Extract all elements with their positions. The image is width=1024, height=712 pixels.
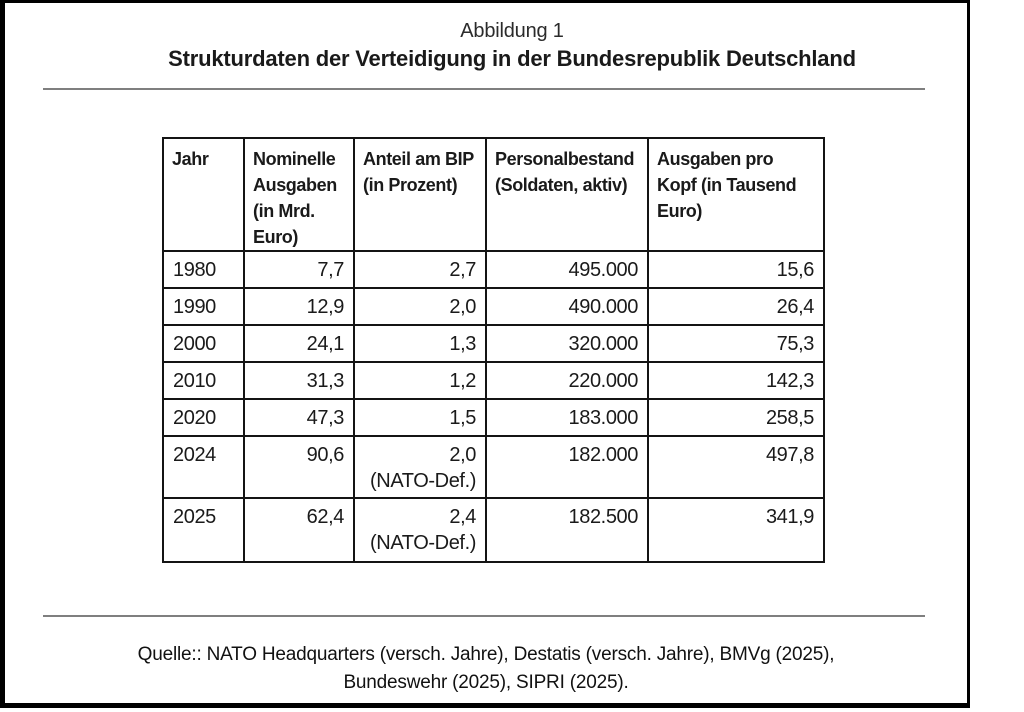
cell-ausgaben: 12,9 — [243, 287, 355, 326]
cell-bip: 2,4 (NATO-Def.) — [353, 497, 487, 563]
cell-bip: 2,7 — [353, 250, 487, 289]
table-row-2024: 2024 90,6 2,0 (NATO-Def.) 182.000 497,8 — [162, 435, 825, 499]
cell-pro-kopf: 341,9 — [647, 497, 825, 563]
figure-label: Abbildung 1 — [460, 20, 564, 42]
structural-data-table: Jahr Nominelle Ausgaben (in Mrd. Euro) A… — [162, 137, 825, 563]
cell-personal: 182.500 — [485, 497, 649, 563]
cell-jahr: 2024 — [162, 435, 245, 499]
source-note: Quelle:: NATO Headquarters (versch. Jahr… — [5, 641, 967, 697]
table-row-2020: 2020 47,3 1,5 183.000 258,5 — [162, 398, 825, 437]
cell-bip: 1,5 — [353, 398, 487, 437]
column-header-ausgaben-pro-kopf: Ausgaben pro Kopf (in Tausend Euro) — [647, 137, 825, 252]
top-divider — [43, 88, 925, 90]
cell-ausgaben: 47,3 — [243, 398, 355, 437]
column-header-jahr: Jahr — [162, 137, 245, 252]
table-row-2000: 2000 24,1 1,3 320.000 75,3 — [162, 324, 825, 363]
bottom-divider — [43, 615, 925, 617]
cell-bip: 1,2 — [353, 361, 487, 400]
cell-jahr: 2000 — [162, 324, 245, 363]
column-header-personalbestand: Personalbestand (Soldaten, aktiv) — [485, 137, 649, 252]
cell-pro-kopf: 497,8 — [647, 435, 825, 499]
cell-bip: 2,0 (NATO-Def.) — [353, 435, 487, 499]
source-note-line1: Quelle:: NATO Headquarters (versch. Jahr… — [137, 644, 835, 665]
column-header-anteil-bip: Anteil am BIP (in Prozent) — [353, 137, 487, 252]
cell-pro-kopf: 15,6 — [647, 250, 825, 289]
cell-jahr: 2025 — [162, 497, 245, 563]
figure-title: Strukturdaten der Verteidigung in der Bu… — [168, 46, 856, 71]
cell-personal: 183.000 — [485, 398, 649, 437]
cell-pro-kopf: 142,3 — [647, 361, 825, 400]
cell-personal: 320.000 — [485, 324, 649, 363]
column-header-nominelle-ausgaben: Nominelle Ausgaben (in Mrd. Euro) — [243, 137, 355, 252]
cell-bip: 2,0 — [353, 287, 487, 326]
cell-ausgaben: 31,3 — [243, 361, 355, 400]
cell-bip: 1,3 — [353, 324, 487, 363]
table-row-2010: 2010 31,3 1,2 220.000 142,3 — [162, 361, 825, 400]
cell-personal: 182.000 — [485, 435, 649, 499]
table-header-row: Jahr Nominelle Ausgaben (in Mrd. Euro) A… — [162, 137, 825, 252]
cell-personal: 495.000 — [485, 250, 649, 289]
table-row-1980: 1980 7,7 2,7 495.000 15,6 — [162, 250, 825, 289]
cell-ausgaben: 90,6 — [243, 435, 355, 499]
source-note-line2: Bundeswehr (2025), SIPRI (2025). — [343, 672, 629, 693]
cell-pro-kopf: 26,4 — [647, 287, 825, 326]
cell-pro-kopf: 258,5 — [647, 398, 825, 437]
cell-personal: 220.000 — [485, 361, 649, 400]
table-row-1990: 1990 12,9 2,0 490.000 26,4 — [162, 287, 825, 326]
cell-ausgaben: 62,4 — [243, 497, 355, 563]
cell-jahr: 2010 — [162, 361, 245, 400]
cell-jahr: 1980 — [162, 250, 245, 289]
cell-ausgaben: 7,7 — [243, 250, 355, 289]
table-row-2025: 2025 62,4 2,4 (NATO-Def.) 182.500 341,9 — [162, 497, 825, 563]
cell-personal: 490.000 — [485, 287, 649, 326]
cell-ausgaben: 24,1 — [243, 324, 355, 363]
cell-pro-kopf: 75,3 — [647, 324, 825, 363]
cell-jahr: 2020 — [162, 398, 245, 437]
cell-jahr: 1990 — [162, 287, 245, 326]
